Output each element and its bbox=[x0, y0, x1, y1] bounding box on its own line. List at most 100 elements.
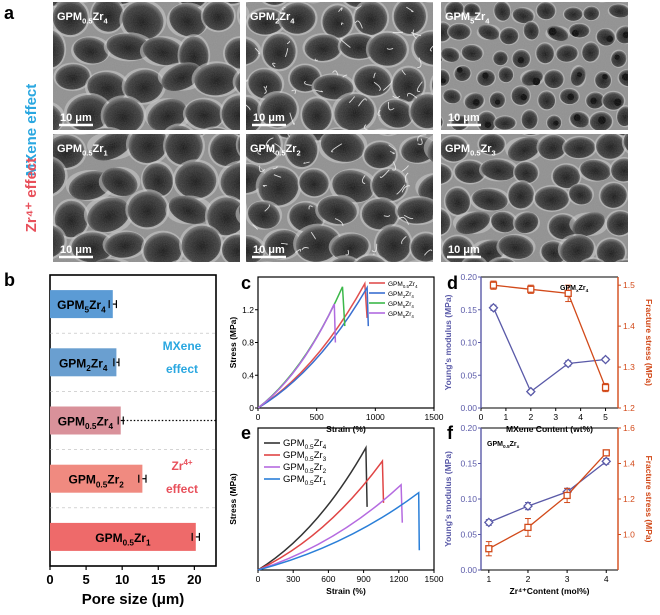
y2-tick-label: 1.6 bbox=[623, 423, 635, 433]
sem-pore bbox=[202, 264, 245, 303]
legend-label-part: 0.5 bbox=[305, 480, 314, 487]
legend-label-part: Zr bbox=[314, 474, 323, 485]
marker-square bbox=[603, 385, 609, 391]
x-tick-label: 3 bbox=[565, 574, 570, 584]
panel-label-e: e bbox=[241, 423, 251, 443]
sem-pore bbox=[367, 0, 406, 1]
sem-sample-label-part: GPM bbox=[445, 143, 470, 155]
sem-pore bbox=[630, 183, 660, 211]
legend-label: GPM5Zr4 bbox=[388, 301, 414, 309]
y-axis-label: Young's modulus (MPa) bbox=[443, 294, 453, 390]
sem-wall bbox=[126, 261, 172, 301]
sem-sample-label-part: 0.5 bbox=[275, 148, 285, 157]
sem-pore bbox=[127, 262, 171, 301]
sem-wall bbox=[204, 267, 244, 299]
series-line-2 bbox=[258, 485, 402, 570]
bar-label-part: 2 bbox=[119, 480, 124, 489]
sem-sample-label-part: GPM bbox=[57, 11, 82, 23]
bar-label-part: 0.5 bbox=[96, 480, 108, 489]
y-axis-label: Young's modulus (MPa) bbox=[443, 451, 453, 547]
sem-pore bbox=[635, 166, 660, 188]
y-tick-label: 0.20 bbox=[460, 272, 477, 282]
x-tick-label: 10 bbox=[115, 572, 129, 587]
sem-pore bbox=[647, 110, 660, 131]
annotation-mxene: MXene bbox=[163, 339, 202, 353]
y-tick-label: 0.10 bbox=[460, 494, 477, 504]
legend-label: GPM0.5Zr1 bbox=[283, 474, 327, 487]
x-axis-label: Strain (%) bbox=[326, 424, 366, 434]
sem-wall bbox=[442, 0, 489, 1]
legend-label-part: GPM bbox=[283, 450, 305, 461]
y2-tick-label: 1.5 bbox=[623, 280, 635, 290]
bar-label-part: Zr bbox=[107, 473, 119, 487]
x-axis-label: MXene Content (wt%) bbox=[506, 424, 593, 434]
bar-label-part: Zr bbox=[89, 298, 101, 312]
sem-sample-label-part: Zr bbox=[93, 11, 105, 23]
y2-tick-label: 1.4 bbox=[623, 459, 635, 469]
sem-sample-label-part: 0.5 bbox=[82, 148, 92, 157]
sem-wall bbox=[11, 0, 54, 40]
scale-bar-label: 10 μm bbox=[253, 244, 285, 256]
inset-label-part: GPM bbox=[487, 441, 503, 448]
sem-wall bbox=[640, 113, 658, 132]
sem-pore bbox=[636, 65, 658, 86]
sem-pore bbox=[628, 83, 654, 109]
y2-tick-label: 1.0 bbox=[623, 530, 635, 540]
y-tick-label: 0.4 bbox=[242, 370, 254, 380]
sem-pore bbox=[636, 0, 658, 1]
legend-label-part: 0.5 bbox=[305, 444, 314, 451]
sem-wall bbox=[641, 209, 660, 241]
sem-wall bbox=[635, 64, 660, 87]
bar-label-part: 0.5 bbox=[85, 422, 97, 431]
sem-pore bbox=[159, 258, 204, 303]
legend-label: GPM0.5Zr3 bbox=[283, 450, 327, 463]
sem-sample-label-part: Zr bbox=[286, 143, 298, 155]
sem-pore bbox=[633, 131, 653, 153]
sem-pore bbox=[10, 0, 55, 41]
sem-sample-label-part: 0.5 bbox=[82, 16, 92, 25]
annotation-zr-sup: 4+ bbox=[183, 458, 192, 467]
annotation-zr-base: Zr bbox=[171, 459, 183, 473]
sem-sample-label-part: Zr bbox=[279, 11, 291, 23]
sem-wall bbox=[630, 85, 652, 107]
y2-axis-label: Fracture stress (MPa) bbox=[644, 299, 654, 386]
panel-label-d: d bbox=[447, 273, 458, 293]
sem-pore bbox=[476, 0, 500, 1]
sem-sample-label-part: 3 bbox=[492, 148, 496, 157]
legend-label-part: GPM bbox=[283, 438, 305, 449]
sem-wall bbox=[287, 262, 327, 302]
scale-bar-label: 10 μm bbox=[60, 244, 92, 256]
legend-label-part: 4 bbox=[411, 294, 414, 299]
bar-label-part: Zr bbox=[134, 531, 146, 545]
x-tick-label: 500 bbox=[310, 412, 324, 422]
marker-diamond bbox=[524, 502, 532, 510]
bar-label-part: Zr bbox=[96, 415, 108, 429]
legend-label-part: Zr bbox=[314, 438, 323, 449]
bar-label-part: GPM bbox=[58, 415, 85, 429]
x-axis-label: Pore size (μm) bbox=[82, 591, 185, 608]
bar-label-part: GPM bbox=[69, 473, 96, 487]
legend-label-part: GPM bbox=[388, 311, 403, 318]
legend-label-part: 3 bbox=[323, 456, 327, 463]
bar-label-part: GPM bbox=[57, 298, 84, 312]
legend-label-part: GPM bbox=[388, 281, 403, 288]
series-line-1 bbox=[489, 453, 607, 549]
sem-hole bbox=[640, 76, 648, 84]
legend-label-part: 0.5 bbox=[305, 468, 314, 475]
marker-square bbox=[528, 286, 534, 292]
x-tick-label: 0 bbox=[46, 572, 53, 587]
sem-wall bbox=[643, 264, 660, 287]
bar-label-part: GPM bbox=[59, 356, 86, 370]
x-axis-label: Strain (%) bbox=[326, 586, 366, 596]
y-tick-label: 0.00 bbox=[460, 565, 477, 575]
annotation-effect: effect bbox=[166, 482, 198, 496]
row-label-zr-text: Zr⁴⁺ effect bbox=[23, 158, 40, 233]
bar-label-part: Zr bbox=[91, 356, 103, 370]
sem-pore bbox=[639, 206, 660, 244]
panel-label-b: b bbox=[4, 270, 15, 290]
x-tick-label: 3 bbox=[553, 412, 558, 422]
